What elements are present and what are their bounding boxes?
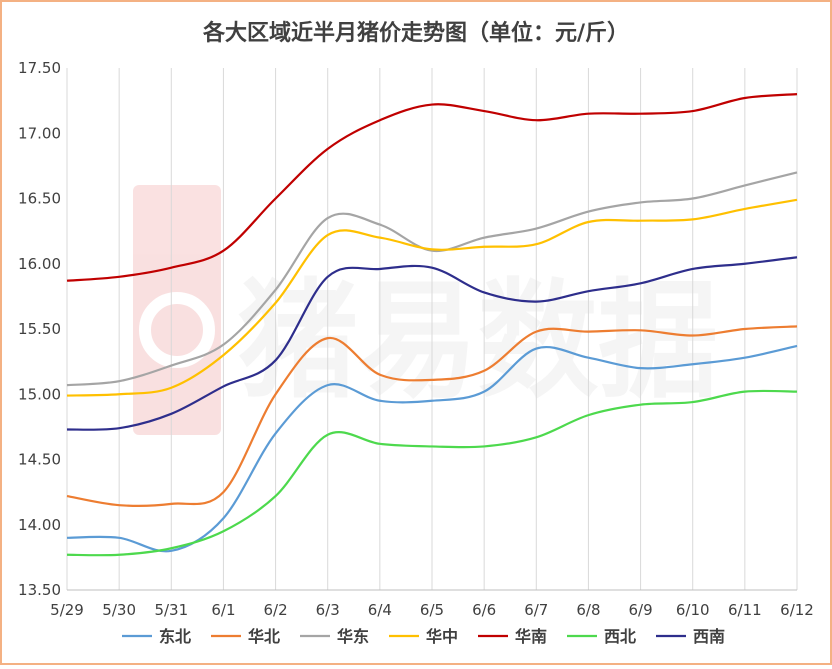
x-axis: 5/29 5/30 5/31 6/1 6/2 6/3 6/4 6/5 6/6 6/7 6/8 6/9 6…: [50, 601, 814, 619]
y-tick-label: 15.00: [18, 385, 61, 403]
x-tick-label: 6/5: [420, 601, 444, 619]
x-tick-label: 5/31: [154, 601, 188, 619]
legend-label: 华北: [248, 627, 280, 646]
legend-label: 华南: [515, 627, 547, 646]
legend-label: 西南: [693, 627, 725, 646]
x-tick-label: 5/29: [50, 601, 84, 619]
x-tick-label: 6/8: [576, 601, 600, 619]
legend: 东北 华北 华东 华中 华南 西北 西南: [122, 627, 725, 646]
legend-label: 华东: [337, 627, 369, 646]
x-tick-label: 6/3: [316, 601, 340, 619]
y-tick-label: 16.00: [18, 255, 61, 273]
series-line: [66, 256, 798, 431]
y-tick-label: 17.50: [18, 59, 61, 77]
legend-label: 西北: [604, 627, 636, 646]
x-tick-label: 6/12: [780, 601, 814, 619]
x-tick-label: 6/6: [472, 601, 496, 619]
y-tick-label: 14.00: [18, 516, 61, 534]
y-tick-label: 13.50: [18, 581, 61, 599]
x-tick-label: 6/4: [368, 601, 392, 619]
y-tick-label: 14.50: [18, 451, 61, 469]
chart-title: 各大区域近半月猪价走势图（单位：元/斤）: [202, 20, 629, 46]
series-lines: [66, 93, 798, 557]
x-tick-label: 6/1: [211, 601, 235, 619]
series-line: [66, 389, 798, 557]
x-tick-label: 6/9: [629, 601, 653, 619]
legend-label: 华中: [426, 627, 458, 646]
watermark-logo-ring: [139, 292, 215, 368]
grid: [66, 68, 798, 591]
y-tick-label: 15.50: [18, 320, 61, 338]
series-line: [66, 325, 798, 508]
x-tick-label: 5/30: [102, 601, 136, 619]
y-tick-label: 17.00: [18, 124, 61, 142]
y-axis: 13.50 14.00 14.50 15.00 15.50 16.00 16.50 17.00…: [18, 59, 61, 599]
y-tick-label: 16.50: [18, 190, 61, 208]
series-line: [66, 93, 798, 282]
x-tick-label: 6/7: [524, 601, 548, 619]
x-tick-label: 6/11: [728, 601, 762, 619]
x-tick-label: 6/10: [676, 601, 710, 619]
series-line: [66, 198, 798, 397]
x-tick-label: 6/2: [264, 601, 288, 619]
legend-label: 东北: [159, 627, 191, 646]
